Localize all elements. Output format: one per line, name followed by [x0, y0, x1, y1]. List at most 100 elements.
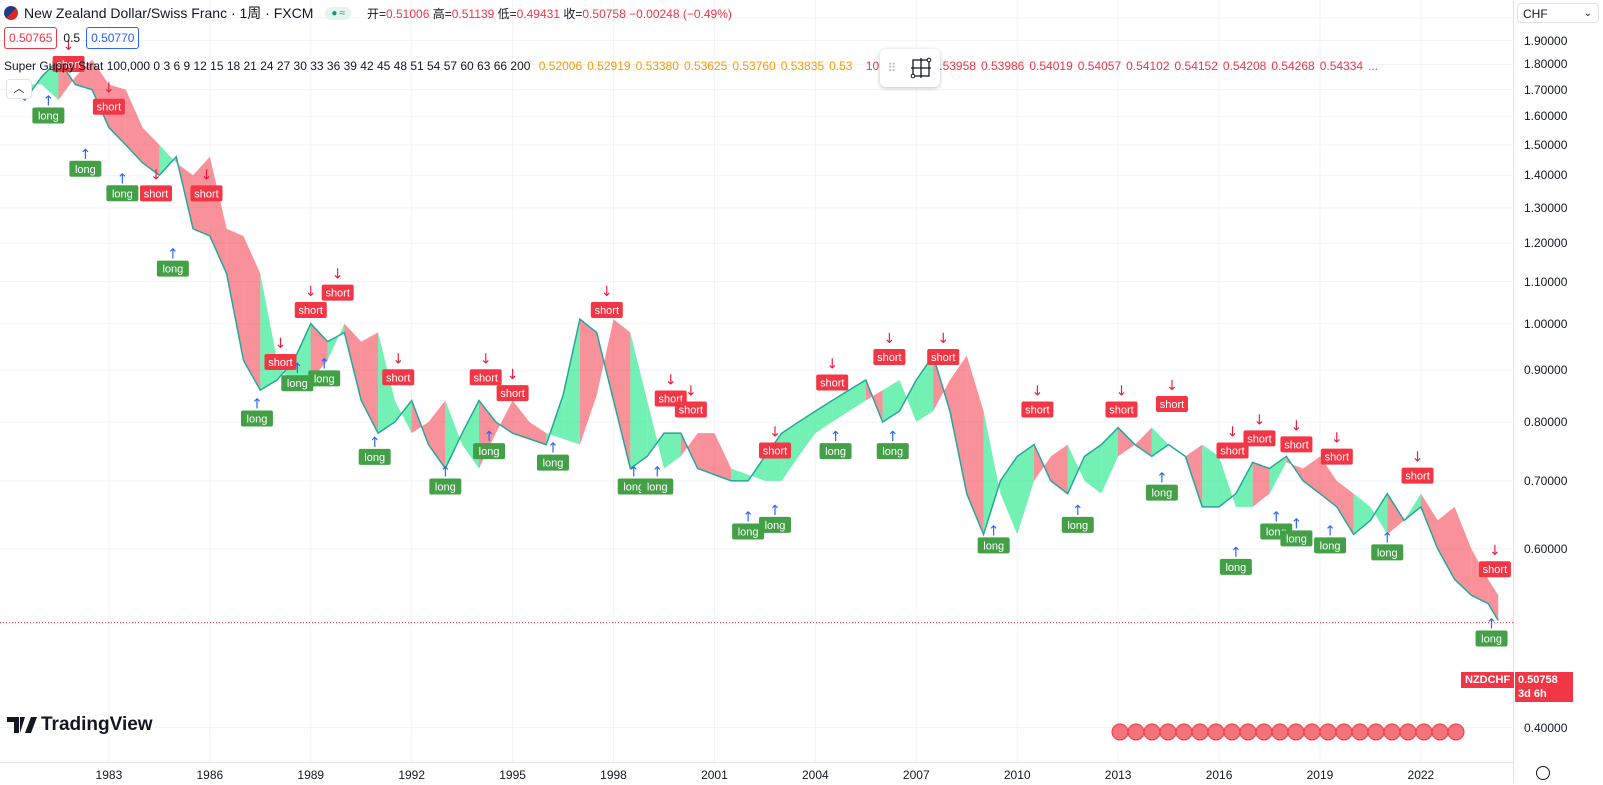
- close-value: 0.50758: [582, 6, 626, 21]
- last-price-value: 0.50758: [1518, 674, 1558, 686]
- guppy-ribbon-segment: [1336, 480, 1354, 535]
- svg-text:short: short: [144, 188, 168, 200]
- long-signal-label: long: [308, 370, 341, 387]
- guppy-ribbon-segment: [142, 127, 160, 176]
- price-tick: 0.60000: [1524, 541, 1568, 556]
- svg-text:short: short: [1325, 452, 1349, 464]
- guppy-ribbon-segment: [579, 319, 597, 445]
- svg-text:long: long: [112, 188, 133, 200]
- svg-text:long: long: [479, 446, 500, 458]
- strategy-legend[interactable]: Super Guppy Strat 100,000 0 3 6 9 12 15 …: [4, 59, 1388, 73]
- strategy-value: 0.54268: [1271, 59, 1315, 73]
- short-signal-label: short: [1478, 561, 1511, 578]
- arrow-down-icon: ↓: [392, 351, 404, 367]
- symbol-title[interactable]: New Zealand Dollar/Swiss Franc · 1周 · FX…: [24, 5, 314, 21]
- arrow-up-icon: ↑: [988, 523, 1000, 539]
- tradingview-logo[interactable]: TradingView: [7, 714, 153, 736]
- strategy-value: 0.53625: [683, 59, 728, 73]
- symbol-price-label: NZDCHF: [1461, 672, 1515, 688]
- arrow-down-icon: ↓: [1331, 431, 1343, 447]
- strategy-value: 0.54102: [1126, 59, 1170, 73]
- time-tick: 1989: [297, 768, 325, 782]
- arrow-down-icon: ↓: [332, 267, 344, 283]
- guppy-ribbon-segment: [949, 355, 967, 494]
- svg-text:long: long: [75, 164, 96, 176]
- tradingview-logo-icon: [7, 717, 37, 733]
- price-tick: 0.40000: [1524, 720, 1568, 735]
- arrow-down-icon: ↓: [1291, 418, 1303, 434]
- price-tick: 1.30000: [1524, 200, 1568, 215]
- floating-drawing-toolbar[interactable]: ⠿: [880, 49, 940, 87]
- guppy-ribbon-segment: [529, 422, 547, 445]
- short-signal-label: short: [674, 401, 707, 418]
- short-signal-label: short: [1320, 448, 1353, 465]
- svg-text:long: long: [247, 413, 268, 425]
- trade-marker-icon: [1127, 723, 1145, 741]
- short-signal-label: short: [469, 369, 502, 386]
- strategy-value: 0.54334: [1319, 59, 1364, 73]
- guppy-ribbon-segment: [1303, 456, 1320, 494]
- arrow-up-icon: ↑: [769, 503, 781, 519]
- arrow-down-icon: ↓: [201, 167, 213, 183]
- currency-selector[interactable]: CHF ⌄: [1517, 3, 1599, 23]
- svg-text:short: short: [268, 357, 292, 369]
- arrow-up-icon: ↑: [117, 171, 129, 187]
- change-value: −0.00248 (−0.49%): [629, 6, 732, 21]
- short-signal-label: short: [1216, 442, 1249, 459]
- svg-text:long: long: [364, 452, 385, 464]
- guppy-ribbon-segment: [731, 468, 749, 481]
- high-label: 高: [432, 6, 445, 21]
- time-axis[interactable]: 1983 1986 1989 1992 1995 1998 2001 2004 2007 2010…: [0, 762, 1513, 784]
- close-label: 收: [563, 6, 576, 21]
- long-signal-label: long: [1314, 537, 1347, 554]
- long-signal-label: long: [1061, 516, 1094, 533]
- time-tick: 2016: [1205, 768, 1233, 782]
- svg-text:short: short: [1109, 405, 1133, 417]
- strategy-value: 0.53986: [980, 59, 1025, 73]
- market-status-pill[interactable]: ● ≈: [325, 6, 351, 20]
- svg-text:short: short: [473, 372, 497, 384]
- strategy-value: 0.54019: [1029, 59, 1073, 73]
- drag-handle-icon[interactable]: ⠿: [887, 61, 897, 75]
- buy-price-button[interactable]: 0.50770: [86, 27, 140, 49]
- approx-icon: ≈: [339, 7, 345, 19]
- long-signal-label: long: [156, 260, 189, 277]
- short-signal-label: short: [1243, 430, 1276, 447]
- chart-area[interactable]: ↓ short ↓ short ↓ short ↓ short ↓ short ↓ short ↓ sho…: [0, 0, 1513, 762]
- arrow-up-icon: ↑: [628, 464, 640, 480]
- time-tick: 1983: [95, 768, 123, 782]
- strategy-value: 0.54208: [1222, 59, 1267, 73]
- trade-marker-icon: [1175, 723, 1193, 741]
- guppy-ribbon-segment: [613, 319, 631, 469]
- arrow-down-icon: ↓: [1166, 378, 1178, 394]
- strategy-name[interactable]: Super Guppy Strat 100,000 0 3 6 9 12 15 …: [4, 59, 531, 73]
- short-signal-label: short: [759, 442, 792, 459]
- time-tick: 2001: [701, 768, 728, 782]
- nzd-chf-flag-icon: [4, 6, 18, 20]
- arrow-down-icon: ↓: [63, 38, 75, 54]
- trade-marker-icon: [1335, 723, 1353, 741]
- trade-marker-icon: [1319, 723, 1337, 741]
- chart-settings-icon[interactable]: [1536, 766, 1550, 780]
- arrow-down-icon: ↓: [601, 284, 613, 300]
- collapse-legend-button[interactable]: ︿: [6, 79, 32, 99]
- svg-text:short: short: [325, 288, 349, 300]
- trade-marker-icon: [1255, 723, 1273, 741]
- arrow-down-icon: ↓: [1489, 543, 1501, 559]
- svg-text:long: long: [1377, 547, 1398, 559]
- svg-text:short: short: [500, 388, 524, 400]
- measure-tool-icon[interactable]: [910, 57, 932, 79]
- arrow-up-icon: ↑: [742, 510, 754, 526]
- guppy-ribbon-segment: [1134, 427, 1152, 457]
- trade-marker-icon: [1431, 723, 1449, 741]
- price-axis[interactable]: 2.000001.900001.800001.700001.600001.500…: [1513, 0, 1603, 783]
- last-price-label: 0.50758 3d 6h: [1515, 672, 1573, 702]
- price-chart[interactable]: ↓ short ↓ short ↓ short ↓ short ↓ short ↓ short ↓ sho…: [0, 0, 1513, 762]
- svg-text:short: short: [877, 352, 901, 364]
- trade-marker-icon: [1367, 723, 1385, 741]
- guppy-ribbon-segment: [1370, 493, 1388, 535]
- guppy-ribbon-segment: [1185, 444, 1203, 507]
- chevron-up-icon: ︿: [13, 83, 25, 95]
- sell-price-button[interactable]: 0.50765: [4, 27, 58, 49]
- price-tick: 1.10000: [1524, 274, 1568, 289]
